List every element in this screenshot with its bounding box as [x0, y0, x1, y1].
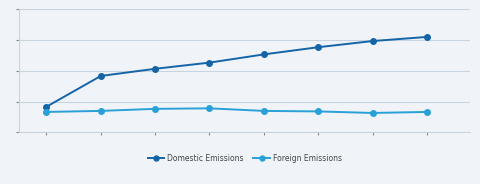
- Domestic Emissions: [44, 106, 49, 108]
- Foreign Emissions: [206, 107, 212, 109]
- Domestic Emissions: [261, 53, 267, 56]
- Domestic Emissions: [206, 61, 212, 64]
- Foreign Emissions: [98, 110, 104, 112]
- Domestic Emissions: [424, 36, 430, 38]
- Line: Foreign Emissions: Foreign Emissions: [44, 106, 430, 116]
- Foreign Emissions: [370, 112, 375, 114]
- Domestic Emissions: [315, 46, 321, 48]
- Line: Domestic Emissions: Domestic Emissions: [44, 34, 430, 110]
- Foreign Emissions: [44, 111, 49, 113]
- Domestic Emissions: [98, 75, 104, 77]
- Legend: Domestic Emissions, Foreign Emissions: Domestic Emissions, Foreign Emissions: [144, 151, 345, 166]
- Foreign Emissions: [152, 108, 158, 110]
- Foreign Emissions: [261, 110, 267, 112]
- Foreign Emissions: [315, 110, 321, 113]
- Domestic Emissions: [152, 68, 158, 70]
- Foreign Emissions: [424, 111, 430, 113]
- Domestic Emissions: [370, 40, 375, 42]
